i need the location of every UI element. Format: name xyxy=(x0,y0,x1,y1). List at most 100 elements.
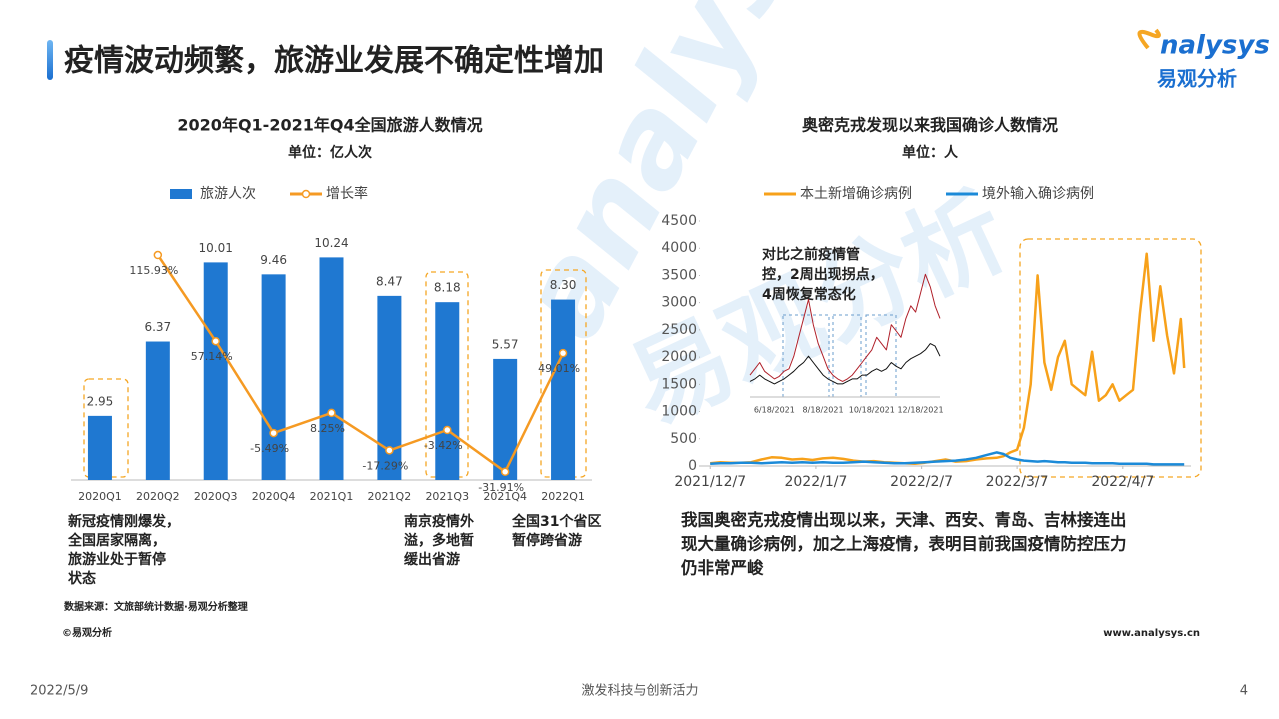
bar xyxy=(87,415,112,480)
x-tick-label: 2020Q4 xyxy=(252,490,296,503)
x-tick-label: 2021Q4 xyxy=(483,490,527,503)
legend-swatch xyxy=(170,189,192,199)
note: 新冠疫情刚爆发， xyxy=(68,513,180,530)
x-tick-label: 2022Q1 xyxy=(541,490,585,503)
series-line xyxy=(749,343,941,385)
annotation: 4周恢复常态化 xyxy=(762,286,856,303)
x-tick-label: 2022/3/7 xyxy=(986,474,1049,490)
note: 溢，多地暂 xyxy=(404,532,474,549)
series-line xyxy=(749,273,941,382)
title-accent xyxy=(47,40,53,80)
chart-title: 奥密克戎发现以来我国确诊人数情况 xyxy=(802,116,1058,135)
legend-label: 境外输入确诊病例 xyxy=(982,186,1094,202)
bar-value-label: 8.18 xyxy=(434,281,461,295)
x-tick-label: 2021Q1 xyxy=(310,490,354,503)
x-tick-label: 2022/4/7 xyxy=(1091,474,1154,490)
chart-subtitle: 单位：亿人次 xyxy=(288,144,372,161)
bar-value-label: 8.47 xyxy=(376,274,403,288)
bar-value-label: 2.95 xyxy=(87,394,114,408)
line-marker xyxy=(269,428,278,438)
page-title: 疫情波动频繁，旅游业发展不确定性增加 xyxy=(64,44,604,79)
line-marker xyxy=(558,348,568,358)
x-tick-label: 2021Q3 xyxy=(425,490,469,503)
note: 缓出省游 xyxy=(404,551,460,568)
note: 暂停跨省游 xyxy=(512,532,582,549)
note: 全国31个省区 xyxy=(511,513,601,530)
y-tick-label: 2500 xyxy=(661,322,697,338)
line-value-label: 57.14% xyxy=(191,350,233,363)
line-value-label: 8.25% xyxy=(310,422,345,435)
x-tick-label: 2020Q2 xyxy=(136,490,180,503)
conclusion: 现大量确诊病例，加之上海疫情，表明目前我国疫情防控压力 xyxy=(681,534,1127,554)
line-value-label: -5.49% xyxy=(250,442,289,455)
series-line xyxy=(710,451,1185,466)
bar xyxy=(435,302,460,480)
conclusion: 我国奥密克戎疫情出现以来，天津、西安、青岛、吉林接连出 xyxy=(681,510,1127,530)
source: 数据来源：文旅部统计数据·易观分析整理 xyxy=(64,600,248,613)
conclusion: 仍非常严峻 xyxy=(680,558,764,578)
page-number: 4 xyxy=(1240,684,1248,699)
bar-value-label: 10.24 xyxy=(314,236,348,250)
bar xyxy=(261,274,286,480)
y-tick-label: 0 xyxy=(688,458,697,474)
note: 全国居家隔离， xyxy=(67,532,166,549)
chart-subtitle: 单位：人 xyxy=(902,144,959,161)
legend-label: 本土新增确诊病例 xyxy=(800,186,912,202)
bar-value-label: 6.37 xyxy=(144,320,171,334)
line-value-label: -31.91% xyxy=(478,481,524,494)
website: www.analysys.cn xyxy=(1103,628,1200,639)
line-value-label: 115.93% xyxy=(129,264,178,277)
x-tick-label: 2022/2/7 xyxy=(890,474,953,490)
x-tick-label: 6/18/2021 xyxy=(754,406,795,415)
legend-marker xyxy=(301,189,311,199)
copyright: ©易观分析 xyxy=(62,626,112,639)
x-tick-label: 2020Q3 xyxy=(194,490,238,503)
line-value-label: 49.01% xyxy=(538,362,580,375)
x-tick-label: 8/18/2021 xyxy=(803,406,844,415)
series-line xyxy=(710,252,1186,466)
x-tick-label: 2021/12/7 xyxy=(674,474,746,490)
footer-slogan: 激发科技与创新活力 xyxy=(581,683,698,699)
x-tick-label: 10/18/2021 xyxy=(849,406,895,415)
logo-en: nalysys xyxy=(1160,31,1270,61)
bar xyxy=(203,262,228,480)
bar-value-label: 8.30 xyxy=(550,278,577,292)
highlight-box xyxy=(425,271,469,478)
y-tick-label: 1500 xyxy=(661,376,697,392)
series-line xyxy=(156,254,565,474)
bar xyxy=(551,299,576,480)
chart-title: 2020年Q1-2021年Q4全国旅游人数情况 xyxy=(177,116,482,135)
bar xyxy=(493,358,518,480)
bar-value-label: 10.01 xyxy=(199,241,233,255)
line-value-label: -3.42% xyxy=(424,439,463,452)
bar-value-label: 9.46 xyxy=(260,253,287,267)
annotation: 控，2周出现拐点， xyxy=(762,266,884,283)
y-tick-label: 2000 xyxy=(661,349,697,365)
annotation: 对比之前疫情管 xyxy=(762,246,860,263)
logo-cn: 易观分析 xyxy=(1157,67,1237,91)
highlight-box xyxy=(1019,238,1202,478)
inset-box xyxy=(832,314,862,398)
y-tick-label: 3000 xyxy=(661,295,697,311)
line-marker xyxy=(443,425,452,435)
bar xyxy=(145,341,170,480)
line-marker xyxy=(385,446,394,455)
logo-mark xyxy=(1137,28,1161,50)
y-tick-label: 3500 xyxy=(661,267,697,283)
x-tick-label: 2021Q2 xyxy=(368,490,412,503)
y-tick-label: 4000 xyxy=(661,240,697,256)
bar-value-label: 5.57 xyxy=(492,337,519,351)
legend-label: 增长率 xyxy=(326,185,368,202)
y-tick-label: 4500 xyxy=(661,213,697,229)
line-marker xyxy=(327,408,336,418)
line-marker xyxy=(211,336,220,346)
y-tick-label: 1000 xyxy=(661,404,697,420)
y-tick-label: 500 xyxy=(670,431,697,447)
footer-date: 2022/5/9 xyxy=(30,684,88,699)
note: 南京疫情外 xyxy=(404,513,474,530)
x-tick-label: 2020Q1 xyxy=(78,490,122,503)
x-tick-label: 12/18/2021 xyxy=(897,406,943,415)
line-marker xyxy=(500,467,510,477)
line-marker xyxy=(153,250,163,260)
